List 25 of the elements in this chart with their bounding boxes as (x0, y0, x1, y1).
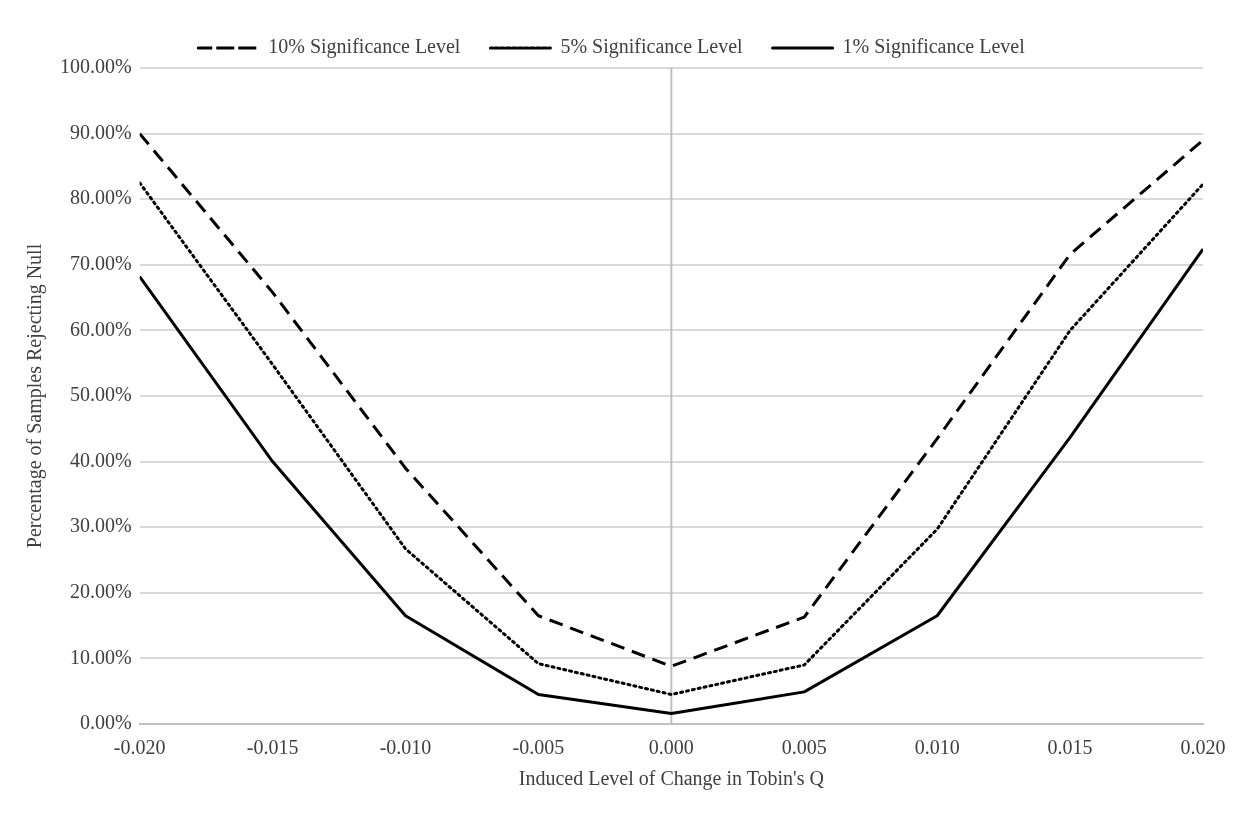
x-tick-label: 0.010 (914, 736, 960, 759)
legend-label: 5% Significance Level (560, 35, 744, 59)
y-tick-label: 0.00% (79, 711, 132, 734)
y-tick-label: 100.00% (59, 55, 132, 78)
y-tick-label: 20.00% (69, 580, 132, 603)
y-tick-label: 40.00% (69, 448, 132, 471)
y-tick-label: 10.00% (69, 645, 132, 668)
y-tick-label: 50.00% (69, 383, 132, 406)
x-tick-label: 0.000 (648, 736, 694, 759)
y-tick-label: 60.00% (69, 317, 132, 340)
y-tick-label: 70.00% (69, 252, 132, 275)
x-tick-label: 0.015 (1047, 736, 1093, 759)
legend-label: 1% Significance Level (842, 35, 1026, 59)
x-tick-label: -0.015 (246, 736, 299, 759)
y-tick-label: 80.00% (69, 186, 132, 209)
legend-label: 10% Significance Level (268, 35, 461, 59)
x-tick-label: 0.005 (781, 736, 827, 759)
y-tick-label: 90.00% (69, 120, 132, 143)
x-tick-label: -0.005 (512, 736, 565, 759)
x-tick-label: -0.020 (113, 736, 166, 759)
y-axis-title: Percentage of Samples Rejecting Null (23, 243, 47, 549)
x-tick-label: -0.010 (379, 736, 432, 759)
y-tick-label: 30.00% (69, 514, 132, 537)
x-axis-title: Induced Level of Change in Tobin's Q (518, 767, 825, 791)
x-tick-label: 0.020 (1180, 736, 1226, 759)
